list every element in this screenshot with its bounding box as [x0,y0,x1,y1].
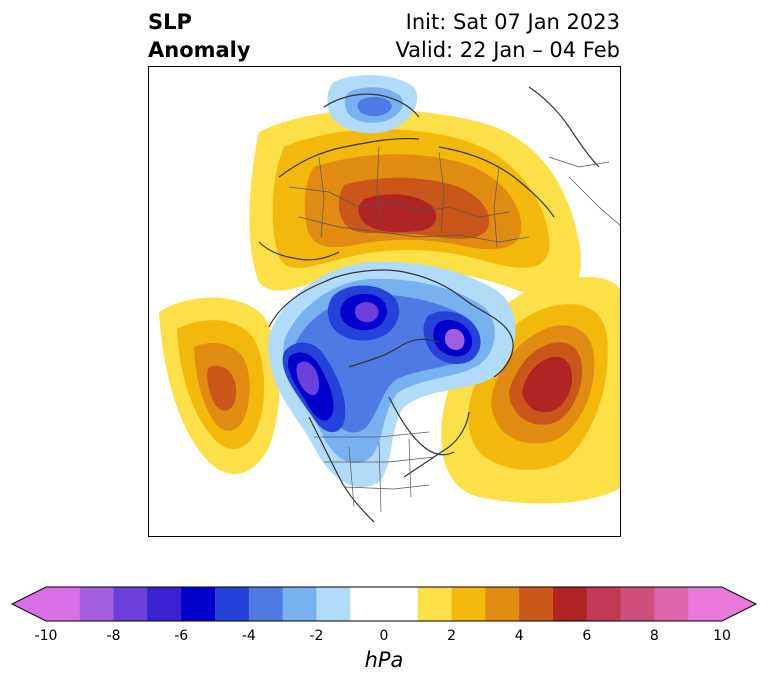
anomaly-map-svg [159,75,620,523]
contour-neg7-right [445,328,465,350]
colorbar-segment [282,587,317,621]
low-anomaly-arctic [268,261,516,488]
colorbar-segment [316,587,351,621]
contour-neg6-center [355,301,379,323]
valid-range: Valid: 22 Jan – 04 Feb [395,38,620,62]
high-anomaly-siberia [249,109,581,297]
colorbar-extend-low [12,587,46,621]
low-anomaly-scandinavia [327,75,418,134]
colorbar-tick-label: 4 [514,628,524,644]
init-valid-label: Init: Sat 07 Jan 2023 Valid: 22 Jan – 04… [395,8,620,64]
colorbar-extend-high [722,587,756,621]
init-date: Init: Sat 07 Jan 2023 [405,10,620,34]
colorbar-segment [688,587,723,621]
colorbar-tick-label: -6 [174,628,189,644]
colorbar-segment [384,587,419,621]
title-line-1: SLP [148,10,192,34]
colorbar-tick-label: 10 [713,628,731,644]
colorbar-tick-label: 2 [447,628,457,644]
colorbar-segment [586,587,622,621]
colorbar-segment [147,587,182,621]
colorbar [10,586,758,622]
colorbar-segment [79,587,115,621]
colorbar-tick-label: -4 [241,628,256,644]
contour-neg6-left [296,361,320,395]
borders [288,146,620,513]
colorbar-segment [113,587,148,621]
colorbar-segment [620,587,655,621]
colorbar-segment [451,587,486,621]
contour-pos5-atlantic [522,356,572,413]
colorbar-segment [519,587,554,621]
colorbar-segment [417,587,453,621]
colorbar-tick-label: -2 [309,628,324,644]
colorbar-segment [553,587,588,621]
colorbar-segment [248,587,284,621]
coastlines [258,86,600,523]
colorbar-units: hPa [364,648,404,672]
colorbar-segments [46,587,723,621]
colorbar-segment [181,587,216,621]
colorbar-tick-label: 6 [582,628,592,644]
polar-map [148,66,621,537]
colorbar-tick-label: -10 [34,628,58,644]
high-anomaly-pacific [159,297,280,474]
colorbar-segment [350,587,385,621]
contour-pos4-pacific [207,365,237,411]
colorbar-segment [485,587,520,621]
map-title: SLP Anomaly [148,8,251,64]
colorbar-tick-label: 8 [649,628,659,644]
colorbar-segment [215,587,250,621]
title-line-2: Anomaly [148,38,251,62]
contour-neg3-scandinavia [357,96,392,117]
colorbar-tick-label: 0 [379,628,389,644]
colorbar-segment [46,587,81,621]
colorbar-tick-label: -8 [106,628,121,644]
colorbar-segment [654,587,689,621]
colorbar-outline [10,586,758,622]
